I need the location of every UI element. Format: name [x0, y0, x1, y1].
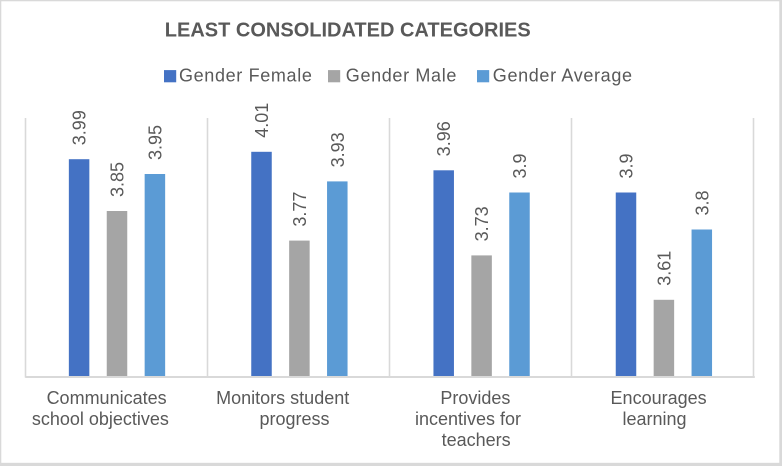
svg-text:Gender Male: Gender Male — [346, 66, 457, 86]
svg-text:Encourages: Encourages — [611, 388, 707, 408]
svg-text:4.01: 4.01 — [252, 103, 272, 138]
svg-text:learning: learning — [622, 409, 686, 429]
svg-text:3.95: 3.95 — [145, 125, 165, 160]
svg-text:incentives for: incentives for — [415, 409, 521, 429]
svg-text:teachers: teachers — [442, 430, 511, 450]
svg-text:school objectives: school objectives — [32, 409, 169, 429]
svg-text:3.85: 3.85 — [108, 162, 128, 197]
svg-text:3.73: 3.73 — [472, 206, 492, 241]
svg-text:3.96: 3.96 — [434, 121, 454, 156]
svg-text:3.93: 3.93 — [328, 132, 348, 167]
svg-text:progress: progress — [259, 409, 329, 429]
svg-text:LEAST CONSOLIDATED CATEGORIES: LEAST CONSOLIDATED CATEGORIES — [165, 19, 531, 41]
svg-text:Gender Average: Gender Average — [493, 66, 633, 86]
svg-text:Gender Female: Gender Female — [179, 66, 313, 86]
svg-text:3.8: 3.8 — [692, 190, 712, 215]
svg-text:3.77: 3.77 — [290, 192, 310, 227]
svg-text:Communicates: Communicates — [47, 388, 167, 408]
svg-text:3.99: 3.99 — [70, 110, 90, 145]
svg-text:Monitors student: Monitors student — [216, 388, 349, 408]
svg-text:Provides: Provides — [440, 388, 510, 408]
svg-text:3.9: 3.9 — [510, 153, 530, 178]
svg-text:3.9: 3.9 — [617, 153, 637, 178]
svg-text:3.61: 3.61 — [654, 251, 674, 286]
